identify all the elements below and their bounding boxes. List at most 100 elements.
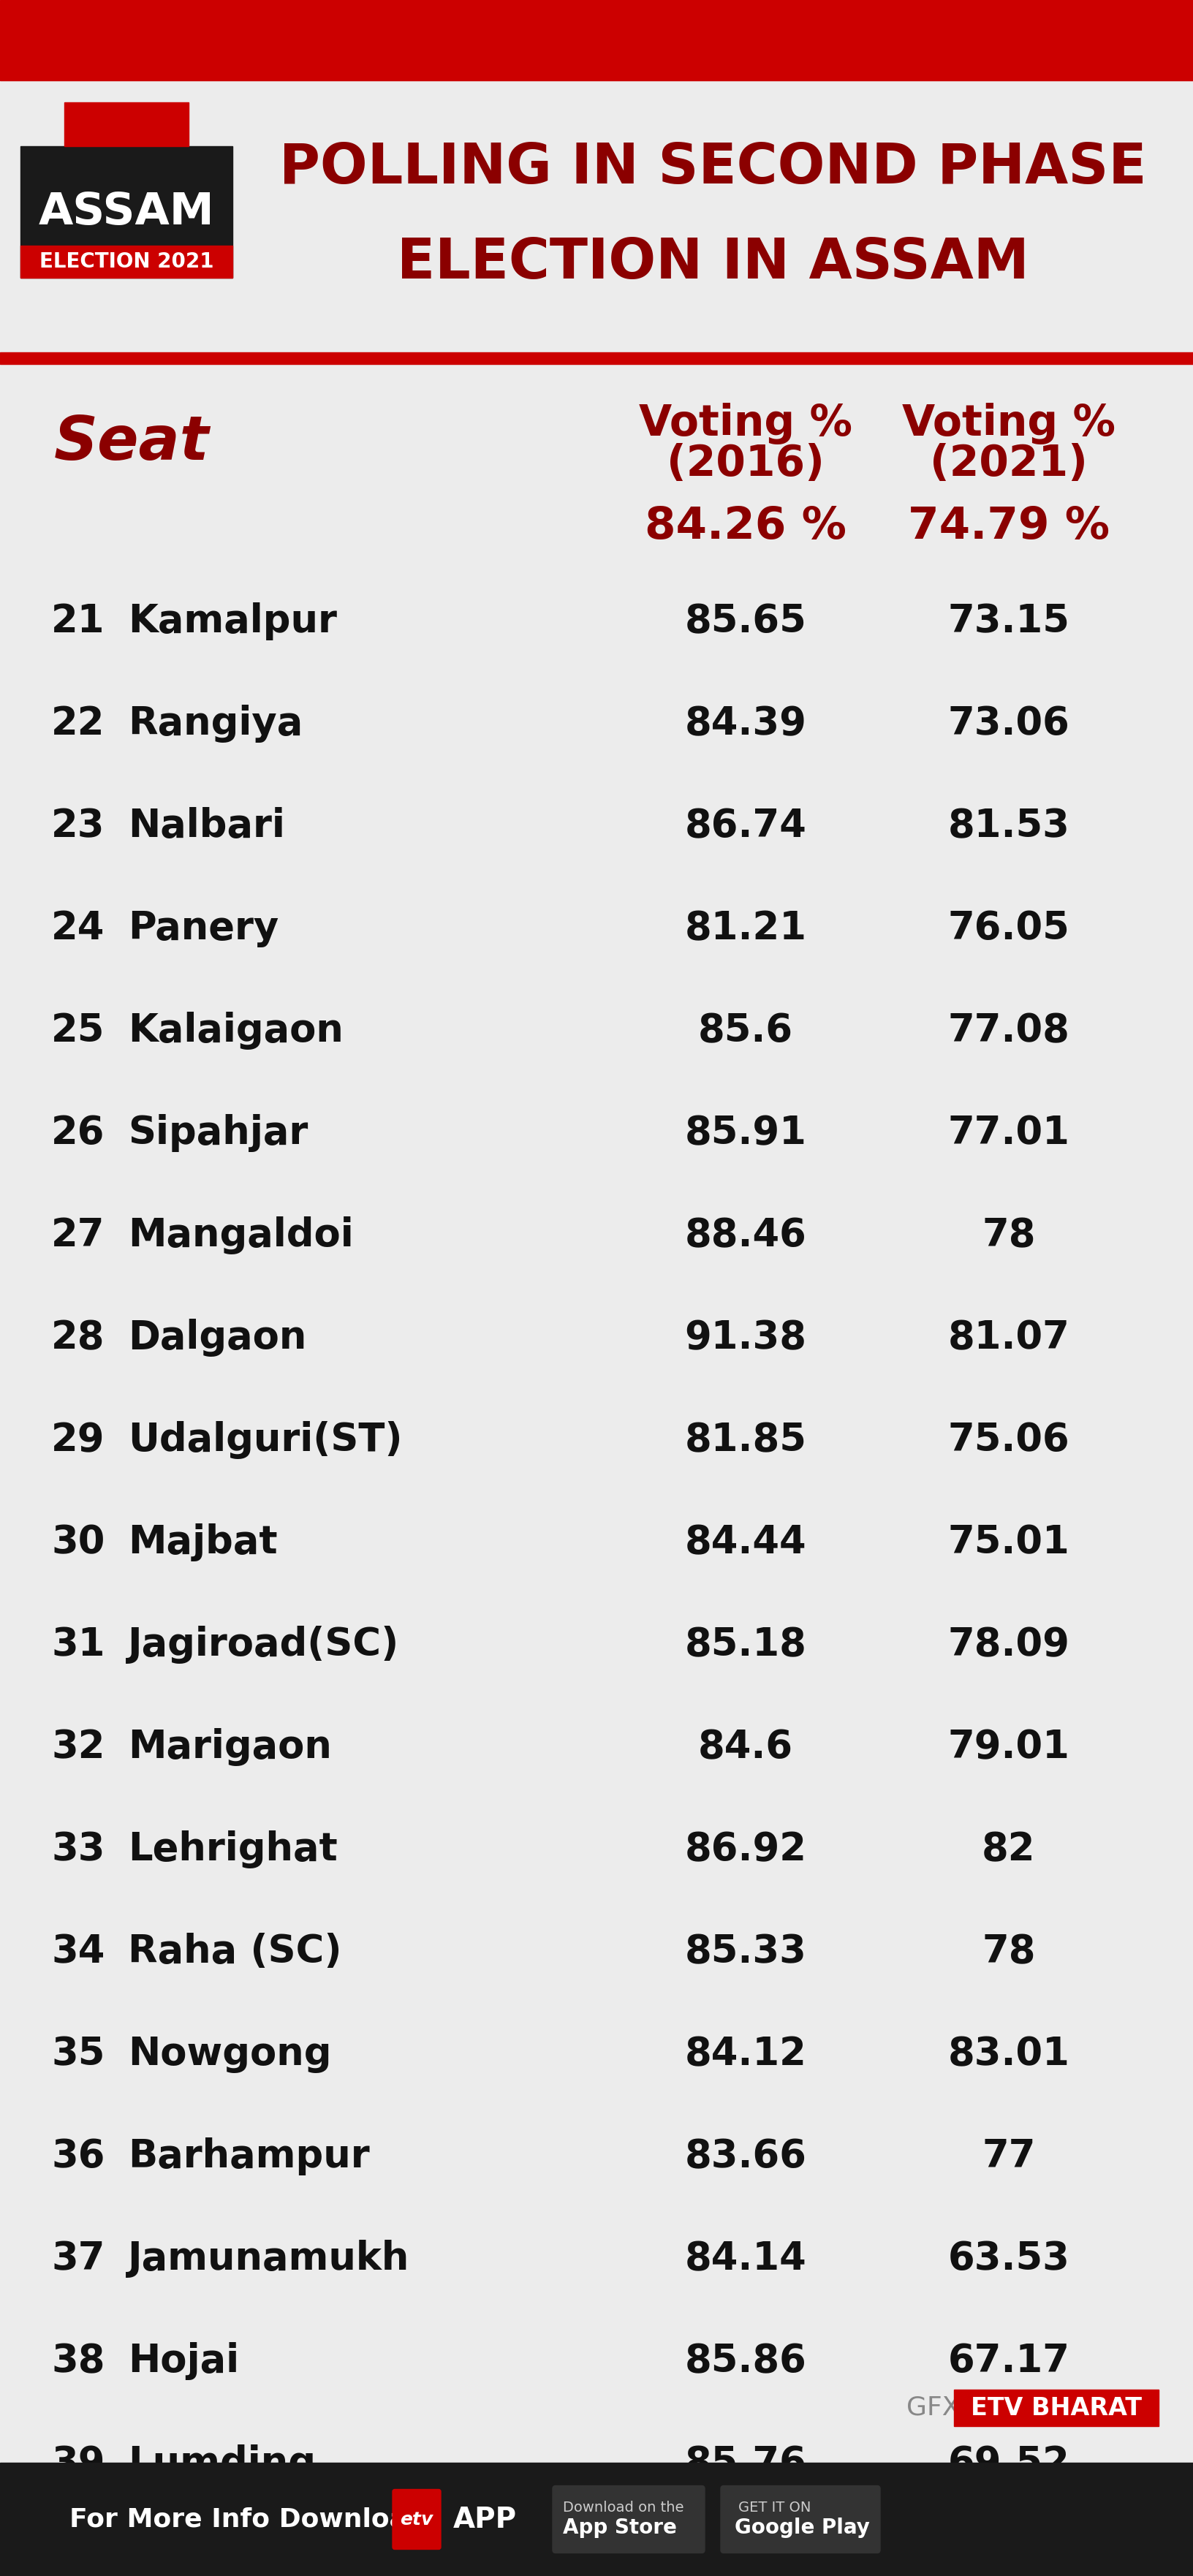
Text: 84.12: 84.12: [685, 2035, 806, 2074]
Text: 22: 22: [51, 706, 105, 742]
Text: 83.01: 83.01: [947, 2035, 1069, 2074]
Text: Lumding: Lumding: [128, 2445, 316, 2483]
Text: 21: 21: [51, 603, 105, 641]
Text: (2016): (2016): [667, 443, 824, 484]
Text: (2021): (2021): [929, 443, 1087, 484]
Bar: [0, 2463, 1193, 2576]
Text: 86.74: 86.74: [685, 806, 806, 845]
Text: Rangiya: Rangiya: [128, 706, 303, 742]
Text: 73.15: 73.15: [947, 603, 1069, 641]
Text: 75.01: 75.01: [947, 1522, 1069, 1561]
Bar: [20, 245, 233, 278]
Text: 31: 31: [51, 1625, 105, 1664]
Text: 77.08: 77.08: [947, 1012, 1069, 1048]
Text: Jagiroad(SC): Jagiroad(SC): [128, 1625, 400, 1664]
Text: Voting %: Voting %: [638, 402, 852, 446]
Text: ELECTION 2021: ELECTION 2021: [39, 252, 214, 273]
Text: 33: 33: [51, 1832, 105, 1868]
Text: 39: 39: [51, 2445, 105, 2483]
Text: 85.91: 85.91: [685, 1113, 806, 1151]
Text: 63.53: 63.53: [947, 2239, 1069, 2277]
Text: Dalgaon: Dalgaon: [128, 1319, 307, 1358]
Text: For More Info Download: For More Info Download: [69, 2506, 426, 2532]
Text: 34: 34: [51, 1932, 105, 1971]
Text: 23: 23: [51, 806, 105, 845]
Text: POLLING IN SECOND PHASE: POLLING IN SECOND PHASE: [279, 142, 1146, 196]
Text: 86.92: 86.92: [684, 1832, 806, 1868]
Text: GFX: GFX: [905, 2396, 959, 2421]
Text: ASSAM: ASSAM: [38, 191, 215, 234]
FancyBboxPatch shape: [392, 2488, 440, 2550]
FancyBboxPatch shape: [721, 2486, 879, 2553]
Bar: [0, 0, 1193, 80]
Text: Barhampur: Barhampur: [128, 2138, 370, 2174]
Text: Kalaigaon: Kalaigaon: [128, 1012, 344, 1048]
Text: Google Play: Google Play: [734, 2517, 870, 2537]
Text: Jamunamukh: Jamunamukh: [128, 2239, 409, 2277]
Text: 74.79 %: 74.79 %: [908, 505, 1109, 549]
Text: Kamalpur: Kamalpur: [128, 603, 336, 641]
Text: 24: 24: [51, 909, 105, 948]
Text: 25: 25: [51, 1012, 105, 1048]
Text: 81.21: 81.21: [684, 909, 806, 948]
Text: 85.6: 85.6: [698, 1012, 792, 1048]
Text: Raha (SC): Raha (SC): [128, 1932, 341, 1971]
Text: 78: 78: [982, 1932, 1036, 1971]
Text: 78.09: 78.09: [947, 1625, 1069, 1664]
Text: GET IT ON: GET IT ON: [737, 2501, 810, 2514]
Text: 88.46: 88.46: [685, 1216, 806, 1255]
Text: Nowgong: Nowgong: [128, 2035, 332, 2074]
Bar: [64, 103, 188, 147]
Text: 35: 35: [51, 2035, 105, 2074]
Text: 84.26 %: 84.26 %: [644, 505, 846, 549]
Text: 69.52: 69.52: [947, 2445, 1069, 2483]
Text: Voting %: Voting %: [902, 402, 1114, 446]
Bar: [20, 147, 233, 278]
Text: Nalbari: Nalbari: [128, 806, 285, 845]
Text: 77.01: 77.01: [947, 1113, 1069, 1151]
Text: App Store: App Store: [563, 2517, 676, 2537]
Text: 26: 26: [51, 1113, 105, 1151]
Text: Marigaon: Marigaon: [128, 1728, 332, 1767]
Bar: [953, 2391, 1158, 2427]
Text: Lehrighat: Lehrighat: [128, 1832, 338, 1868]
Text: 85.76: 85.76: [685, 2445, 806, 2483]
Text: 38: 38: [51, 2342, 105, 2380]
Text: etv: etv: [400, 2512, 433, 2527]
Text: 67.17: 67.17: [947, 2342, 1069, 2380]
Text: Sipahjar: Sipahjar: [128, 1113, 308, 1151]
Text: Download on the: Download on the: [563, 2501, 684, 2514]
Text: 73.06: 73.06: [947, 706, 1069, 742]
Text: 28: 28: [51, 1319, 105, 1358]
Text: ELECTION IN ASSAM: ELECTION IN ASSAM: [397, 237, 1028, 291]
Text: 78: 78: [982, 1216, 1036, 1255]
Text: 85.86: 85.86: [685, 2342, 806, 2380]
Text: 84.6: 84.6: [698, 1728, 792, 1767]
Text: ETV BHARAT: ETV BHARAT: [970, 2396, 1142, 2419]
Text: 82: 82: [982, 1832, 1036, 1868]
Text: 37: 37: [51, 2239, 105, 2277]
Text: 85.18: 85.18: [685, 1625, 806, 1664]
Text: 85.65: 85.65: [685, 603, 806, 641]
Text: Udalguri(ST): Udalguri(ST): [128, 1422, 402, 1458]
FancyBboxPatch shape: [552, 2486, 704, 2553]
Text: 79.01: 79.01: [947, 1728, 1069, 1767]
Text: Seat: Seat: [54, 412, 209, 471]
Text: Hojai: Hojai: [128, 2342, 239, 2380]
Text: 75.06: 75.06: [947, 1422, 1069, 1458]
Text: 30: 30: [51, 1522, 105, 1561]
Text: 81.53: 81.53: [947, 806, 1069, 845]
Text: 76.05: 76.05: [947, 909, 1069, 948]
Text: 29: 29: [51, 1422, 105, 1458]
Text: 83.66: 83.66: [684, 2138, 806, 2174]
Text: 84.39: 84.39: [685, 706, 806, 742]
Text: Majbat: Majbat: [128, 1522, 277, 1561]
Text: 84.44: 84.44: [685, 1522, 806, 1561]
Text: 32: 32: [51, 1728, 105, 1767]
Text: 91.38: 91.38: [684, 1319, 806, 1358]
Text: 36: 36: [51, 2138, 105, 2174]
Bar: [0, 353, 1193, 363]
Text: Panery: Panery: [128, 909, 278, 948]
Text: 84.14: 84.14: [685, 2239, 806, 2277]
Text: Mangaldoi: Mangaldoi: [128, 1216, 353, 1255]
